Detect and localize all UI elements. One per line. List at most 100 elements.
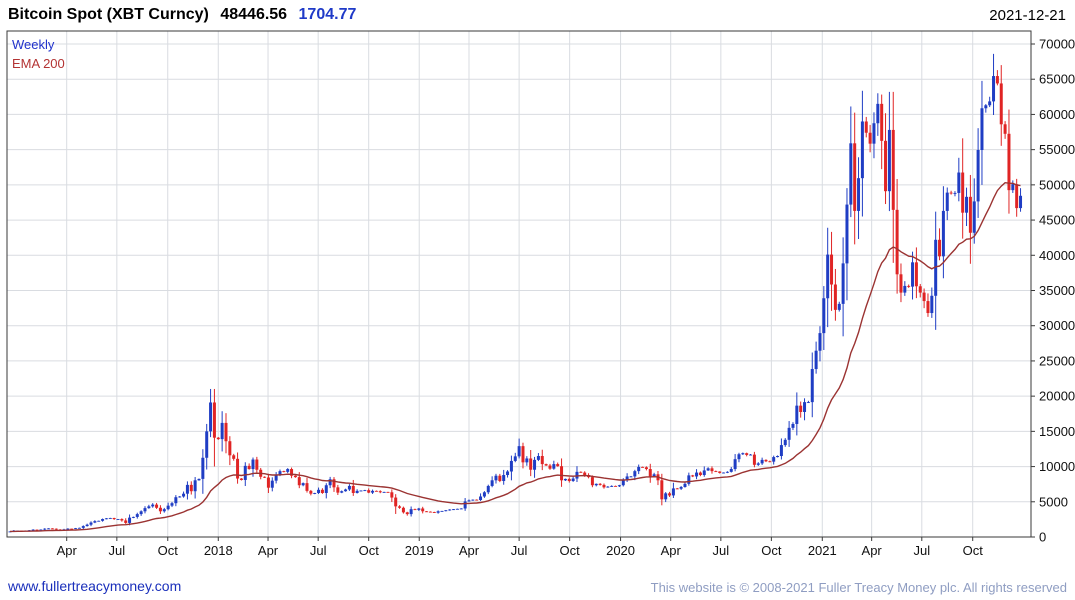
candle-body — [706, 468, 710, 471]
y-axis-label: 60000 — [1039, 107, 1075, 122]
candle-body — [135, 514, 139, 517]
candle-body — [367, 490, 371, 493]
candle-body — [440, 510, 444, 512]
candle-body — [895, 209, 899, 275]
candle-body — [756, 463, 760, 465]
candle-body — [224, 422, 228, 442]
candle-body — [810, 369, 814, 403]
candle-body — [529, 458, 533, 470]
candle-body — [660, 480, 664, 500]
candle-body — [671, 488, 675, 496]
x-axis-label: Jul — [713, 543, 730, 558]
candle-body — [737, 454, 741, 460]
candle-body — [158, 507, 162, 512]
candle-body — [791, 423, 795, 428]
candle-body — [614, 485, 618, 487]
candle-body — [155, 504, 159, 508]
candle-body — [374, 490, 378, 492]
candle-body — [988, 101, 992, 106]
x-axis-label: Oct — [560, 543, 581, 558]
candle-body — [382, 491, 386, 493]
candle-body — [957, 172, 961, 193]
candle-body — [822, 298, 826, 334]
candle-body — [729, 469, 733, 472]
candle-body — [398, 506, 402, 508]
candle-body — [297, 477, 301, 486]
candle-body — [1003, 124, 1007, 134]
candle-body — [741, 453, 745, 455]
candle-body — [251, 459, 255, 470]
candle-body — [641, 466, 645, 468]
candle-body — [405, 512, 409, 515]
candle-body — [182, 493, 186, 497]
candle-body — [139, 511, 143, 515]
candle-body — [428, 511, 432, 513]
candle-body — [644, 467, 648, 470]
candle-body — [278, 471, 282, 475]
y-axis-label: 45000 — [1039, 213, 1075, 228]
candle-body — [560, 466, 564, 481]
candle-body — [891, 129, 895, 210]
candle-body — [320, 489, 324, 493]
x-axis-label: Jul — [109, 543, 126, 558]
y-axis-label: 55000 — [1039, 142, 1075, 157]
x-axis-label: Oct — [158, 543, 179, 558]
candle-body — [668, 493, 672, 496]
candle-body — [606, 486, 610, 488]
candle-body — [363, 490, 367, 492]
candle-body — [282, 471, 286, 473]
x-axis-label: Apr — [862, 543, 883, 558]
candle-body — [101, 519, 105, 521]
header: Bitcoin Spot (XBT Curncy) 48446.56 1704.… — [8, 6, 356, 24]
candle-body — [147, 506, 151, 509]
candle-body — [459, 508, 463, 510]
candle-body — [421, 508, 425, 512]
x-axis-label: 2021 — [808, 543, 837, 558]
x-axis-label: Apr — [57, 543, 78, 558]
candle-body — [444, 510, 448, 512]
y-axis-label: 50000 — [1039, 177, 1075, 192]
candle-body — [212, 402, 216, 438]
y-axis-label: 35000 — [1039, 283, 1075, 298]
candle-body — [471, 499, 475, 501]
candle-body — [718, 471, 722, 473]
x-axis-label: Jul — [310, 543, 327, 558]
candle-body — [995, 76, 999, 84]
candle-body — [702, 470, 706, 476]
candle-body — [768, 461, 772, 463]
candle-body — [961, 172, 965, 213]
candle-body — [351, 485, 355, 493]
candle-body — [502, 475, 506, 482]
candle-body — [563, 478, 567, 481]
candle-body — [347, 485, 351, 490]
ema-line — [10, 181, 1021, 533]
candle-body — [826, 254, 830, 299]
page-title: Bitcoin Spot (XBT Curncy) — [8, 6, 209, 23]
candle-body — [579, 471, 583, 473]
candle-body — [548, 465, 552, 469]
candle-body — [575, 471, 579, 479]
candle-body — [131, 516, 135, 518]
candle-body — [413, 509, 417, 511]
chart-legend: Weekly EMA 200 — [12, 35, 65, 73]
candle-body — [552, 464, 556, 469]
candle-body — [953, 192, 957, 194]
candle-body — [695, 472, 699, 477]
candle-body — [783, 439, 787, 446]
candle-body — [602, 484, 606, 488]
candle-body — [97, 520, 101, 522]
candle-body — [745, 453, 749, 455]
candle-body — [239, 478, 243, 480]
candle-body — [116, 519, 120, 520]
candle-body — [837, 303, 841, 310]
candle-body — [733, 459, 737, 470]
candle-body — [340, 491, 344, 493]
candle-body — [999, 83, 1003, 125]
candle-body — [112, 517, 116, 520]
candle-body — [930, 295, 934, 314]
copyright-text: This website is © 2008-2021 Fuller Treac… — [650, 580, 1067, 595]
candle-body — [1007, 133, 1011, 191]
candle-body — [509, 460, 513, 472]
footer-link[interactable]: www.fullertreacymoney.com — [8, 578, 182, 594]
candle-body — [1019, 195, 1023, 209]
